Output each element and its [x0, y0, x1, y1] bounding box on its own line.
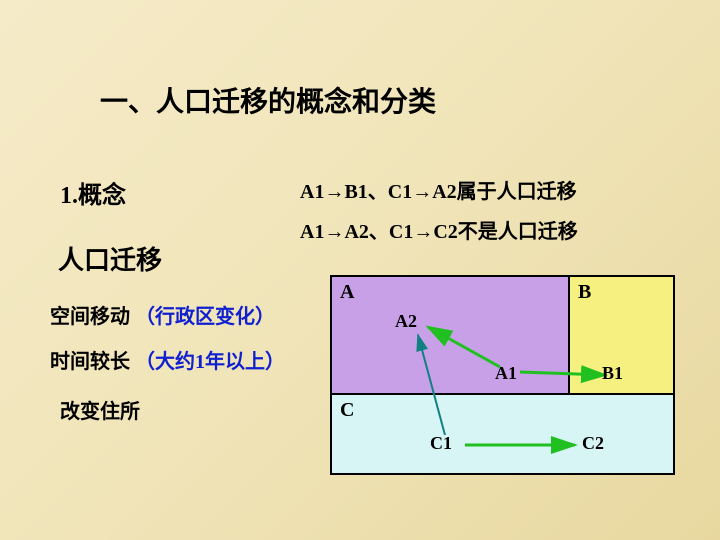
bullet-2-blue: （大约1年以上）	[135, 345, 285, 374]
rule-1-prefix: A1→B1、C1→A2	[300, 181, 457, 203]
region-c: C	[330, 393, 675, 475]
point-b1: B1	[602, 363, 623, 384]
point-c2: C2	[582, 433, 604, 454]
rule-2: A1→A2、C1→C2不是人口迁移	[300, 215, 578, 244]
migration-heading: 人口迁移	[58, 240, 162, 277]
point-a1: A1	[495, 363, 517, 384]
concept-heading: 1.概念	[60, 175, 126, 210]
rule-2-suffix: 不是人口迁移	[458, 221, 578, 243]
rule-1: A1→B1、C1→A2属于人口迁移	[300, 175, 577, 204]
bullet-2-black: 时间较长	[50, 345, 130, 374]
point-c1: C1	[430, 433, 452, 454]
section-title: 一、人口迁移的概念和分类	[100, 80, 436, 120]
migration-diagram: A B C A2 A1 B1 C1 C2	[330, 275, 675, 475]
rule-1-suffix: 属于人口迁移	[457, 181, 577, 203]
bullet-1-black: 空间移动	[50, 300, 130, 329]
region-a: A	[330, 275, 570, 395]
rule-2-prefix: A1→A2、C1→C2	[300, 221, 458, 243]
bullet-3: 改变住所	[60, 395, 140, 424]
bullet-1-blue: （行政区变化）	[135, 300, 275, 329]
point-a2: A2	[395, 311, 417, 332]
